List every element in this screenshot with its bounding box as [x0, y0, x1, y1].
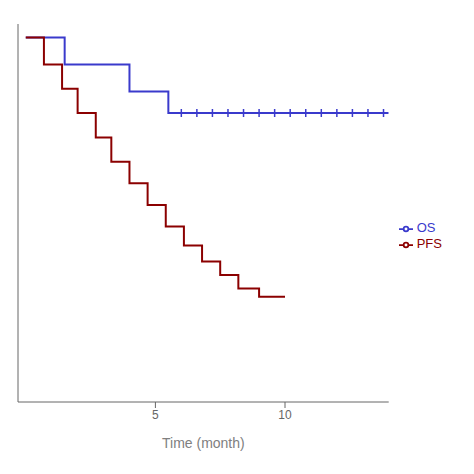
svg-text:5: 5 — [152, 408, 159, 422]
svg-text:Time (month): Time (month) — [162, 435, 245, 451]
html-text:OS: OS — [416, 220, 436, 236]
svg-text:10: 10 — [278, 408, 292, 422]
html-text:PFS: PFS — [416, 236, 442, 251]
